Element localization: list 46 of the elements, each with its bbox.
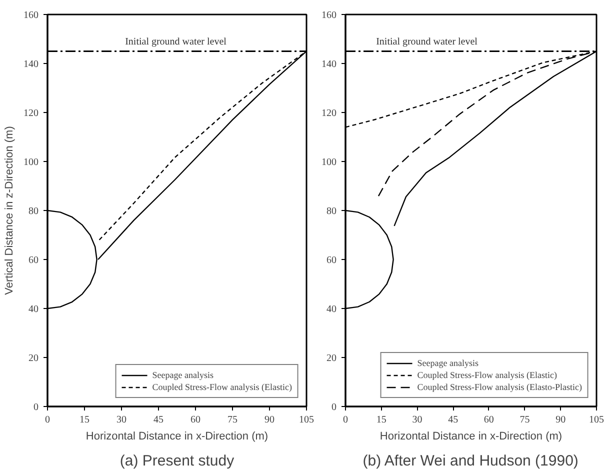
y-tick-label: 80	[326, 206, 336, 217]
y-tick-label: 40	[28, 304, 38, 315]
text: (a) Present study	[120, 452, 235, 470]
x-tick-label: 45	[154, 414, 164, 426]
x-tick-label: 90	[556, 414, 566, 426]
y-tick-label: 120	[24, 108, 38, 119]
x-tick-label: 45	[448, 414, 458, 426]
y-tick-label: 120	[322, 108, 336, 119]
y-tick-label: 60	[326, 255, 336, 266]
annotation: Initial ground water level	[376, 36, 478, 48]
y-tick-label: 160	[322, 10, 336, 21]
x-tick-label: 60	[190, 414, 200, 426]
x-tick-label: 15	[376, 414, 386, 426]
y-tick-label: 20	[28, 353, 38, 364]
y-tick-label: 40	[326, 304, 336, 315]
legend-label: Seepage analysis	[417, 358, 478, 368]
y-tick-label: 140	[24, 59, 38, 70]
x-tick-label: 0	[343, 414, 348, 426]
legend-label: Coupled Stress-Flow analysis (Elasto-Plastic)	[417, 382, 582, 392]
x-tick-label: 105	[589, 414, 604, 426]
x-tick-label: 15	[80, 414, 90, 426]
y-tick-label: 60	[28, 255, 38, 266]
x-tick-label: 75	[520, 414, 530, 426]
legend-label: Coupled Stress-Flow analysis (Elastic)	[417, 370, 557, 380]
y-tick-label: 100	[322, 157, 336, 168]
annotation: Initial ground water level	[125, 36, 227, 48]
x-tick-label: 0	[45, 414, 50, 426]
x-tick-label: 30	[116, 414, 126, 426]
x-axis-title: Horizontal Distance in x-Direction (m)	[380, 430, 562, 442]
y-tick-label: 0	[332, 402, 336, 413]
x-tick-label: 90	[264, 414, 274, 426]
y-tick-label: 160	[24, 10, 38, 21]
y-tick-label: 140	[322, 59, 336, 70]
text: (b) After Wei and Hudson (1990)	[362, 452, 578, 470]
x-tick-label: 30	[412, 414, 422, 426]
legend-label: Coupled Stress-Flow analysis (Elastic)	[152, 382, 292, 392]
y-tick-label: 100	[24, 157, 38, 168]
y-axis-title: Vertical Distance in z-Direction (m)	[4, 126, 16, 295]
x-tick-label: 60	[484, 414, 494, 426]
y-tick-label: 20	[326, 353, 336, 364]
legend-label: Seepage analysis	[152, 370, 214, 380]
x-tick-label: 75	[228, 414, 238, 426]
x-tick-label: 105	[299, 414, 314, 426]
y-tick-label: 0	[34, 402, 38, 413]
y-tick-label: 80	[28, 206, 38, 217]
x-axis-title: Horizontal Distance in x-Direction (m)	[86, 430, 268, 442]
